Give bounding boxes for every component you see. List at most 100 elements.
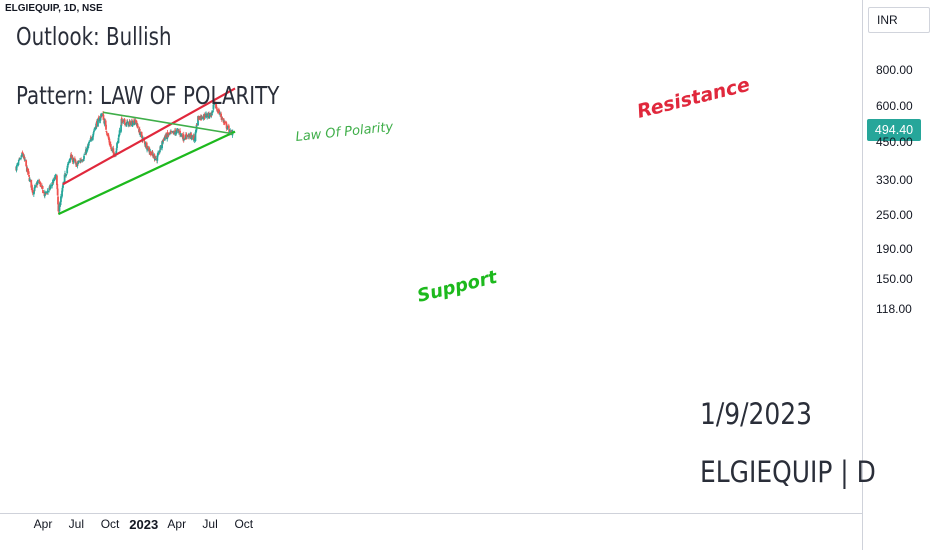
candle-body xyxy=(157,151,160,154)
candle-body xyxy=(196,124,198,126)
candle-body xyxy=(157,152,159,156)
pattern-note: Pattern: LAW OF POLARITY xyxy=(16,81,280,110)
candle-body xyxy=(139,132,142,135)
candle-body xyxy=(124,122,126,126)
candle-body xyxy=(137,125,139,128)
resistance-label: Resistance xyxy=(635,74,752,123)
candle-body xyxy=(134,120,137,122)
symbol-title: ELGIEQUIP, 1D, NSE xyxy=(5,3,103,14)
candle-body xyxy=(27,171,30,175)
candle-body xyxy=(166,132,169,135)
candle-body xyxy=(29,179,32,181)
candle-body xyxy=(83,155,85,159)
candle-body xyxy=(129,121,132,126)
candle-body xyxy=(165,134,168,139)
outlook-note: Outlook: Bullish xyxy=(16,22,172,51)
candle-body xyxy=(185,134,188,138)
candle-body xyxy=(143,141,146,143)
candle-body xyxy=(219,112,221,115)
candle-body xyxy=(47,190,50,193)
candle-body xyxy=(36,181,39,184)
candle-body xyxy=(30,179,33,188)
candle-body xyxy=(212,104,215,110)
currency-selector[interactable]: INR xyxy=(868,7,930,33)
candle-body xyxy=(145,142,148,149)
price-tick-label: 150.00 xyxy=(876,271,913,286)
candle-body xyxy=(86,145,89,150)
candle-body xyxy=(123,119,126,123)
candle-body xyxy=(225,123,228,129)
candle-body xyxy=(190,137,193,139)
candle-body xyxy=(92,133,95,137)
candle-body xyxy=(77,162,80,164)
candle-body xyxy=(211,110,214,114)
candle-body xyxy=(17,162,20,166)
candle-body xyxy=(63,174,66,184)
candle-body xyxy=(25,164,28,167)
candle-body xyxy=(58,204,61,212)
candle-body xyxy=(56,184,59,190)
candle-body xyxy=(28,174,30,177)
last-price-label: 494.40 xyxy=(867,119,921,142)
time-tick-label: Apr xyxy=(167,517,187,531)
candle-body xyxy=(31,190,34,194)
candles-group xyxy=(15,99,234,214)
price-tick-label: 330.00 xyxy=(876,173,913,188)
candle-body xyxy=(15,165,18,171)
law-of-polarity-line[interactable] xyxy=(102,111,233,135)
candle-body xyxy=(21,151,24,154)
candle-body xyxy=(149,151,152,156)
candle-body xyxy=(175,130,178,134)
candle-body xyxy=(18,158,21,160)
candle-body xyxy=(198,118,201,120)
candle-body xyxy=(106,134,109,135)
candle-body xyxy=(178,131,180,133)
time-tick-label: Apr xyxy=(33,517,53,531)
candle-body xyxy=(213,101,216,103)
candle-body xyxy=(169,132,172,134)
candle-body xyxy=(78,161,80,162)
candle-body xyxy=(16,163,19,166)
candle-body xyxy=(60,196,62,202)
candle-body xyxy=(80,160,83,162)
candle-body xyxy=(21,152,23,157)
support-line[interactable] xyxy=(57,130,236,216)
candle-body xyxy=(193,140,196,142)
candle-body xyxy=(105,124,107,130)
candle-body xyxy=(105,130,108,132)
candle-body xyxy=(61,185,64,189)
candle-body xyxy=(66,165,69,169)
candle-body xyxy=(103,120,106,125)
resistance-line[interactable] xyxy=(62,87,236,186)
candle-body xyxy=(208,113,211,117)
candle-body xyxy=(141,134,143,138)
candle-body xyxy=(215,102,217,109)
candle-body xyxy=(39,182,42,187)
price-tick-label: 250.00 xyxy=(876,208,913,223)
candle-body xyxy=(115,148,118,151)
candle-body xyxy=(156,155,159,161)
candle-body xyxy=(57,196,59,205)
price-tick-label: 190.00 xyxy=(876,242,913,257)
candle-body xyxy=(34,185,37,188)
candle-body xyxy=(67,162,70,163)
candle-body xyxy=(172,132,175,134)
time-tick-label: Jul xyxy=(68,517,84,531)
candle-body xyxy=(99,115,102,121)
candle-body xyxy=(118,135,121,137)
candle-body xyxy=(110,147,113,150)
candle-body xyxy=(148,147,151,153)
candle-body xyxy=(110,148,113,150)
law-of-polarity-label: Law Of Polarity xyxy=(295,120,394,145)
candle-body xyxy=(112,151,115,156)
date-note: 1/9/2023 xyxy=(700,397,813,431)
candle-body xyxy=(197,116,199,126)
candle-body xyxy=(152,154,155,156)
candle-body xyxy=(75,161,77,163)
candle-body xyxy=(116,143,118,149)
candle-body xyxy=(118,130,121,136)
candle-body xyxy=(90,139,93,141)
candle-body xyxy=(31,185,33,190)
candle-body xyxy=(221,118,224,120)
